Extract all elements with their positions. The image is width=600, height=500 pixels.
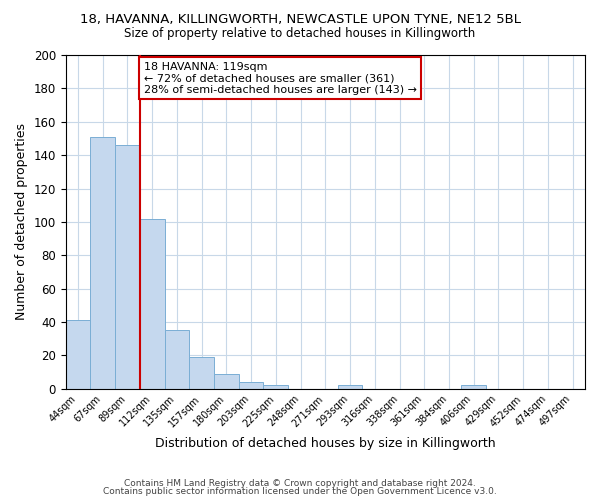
Text: Contains HM Land Registry data © Crown copyright and database right 2024.: Contains HM Land Registry data © Crown c… [124, 478, 476, 488]
Text: 18 HAVANNA: 119sqm
← 72% of detached houses are smaller (361)
28% of semi-detach: 18 HAVANNA: 119sqm ← 72% of detached hou… [143, 62, 416, 95]
Bar [214, 374, 239, 389]
Bar [65, 320, 91, 389]
Text: Size of property relative to detached houses in Killingworth: Size of property relative to detached ho… [124, 28, 476, 40]
Bar [338, 386, 362, 389]
Bar [164, 330, 190, 389]
Bar [239, 382, 263, 389]
Text: Contains public sector information licensed under the Open Government Licence v3: Contains public sector information licen… [103, 487, 497, 496]
Bar [115, 145, 140, 389]
X-axis label: Distribution of detached houses by size in Killingworth: Distribution of detached houses by size … [155, 437, 496, 450]
Bar [263, 386, 288, 389]
Bar [91, 137, 115, 389]
Text: 18, HAVANNA, KILLINGWORTH, NEWCASTLE UPON TYNE, NE12 5BL: 18, HAVANNA, KILLINGWORTH, NEWCASTLE UPO… [79, 12, 521, 26]
Y-axis label: Number of detached properties: Number of detached properties [15, 124, 28, 320]
Bar [140, 218, 164, 389]
Bar [190, 357, 214, 389]
Bar [461, 386, 486, 389]
